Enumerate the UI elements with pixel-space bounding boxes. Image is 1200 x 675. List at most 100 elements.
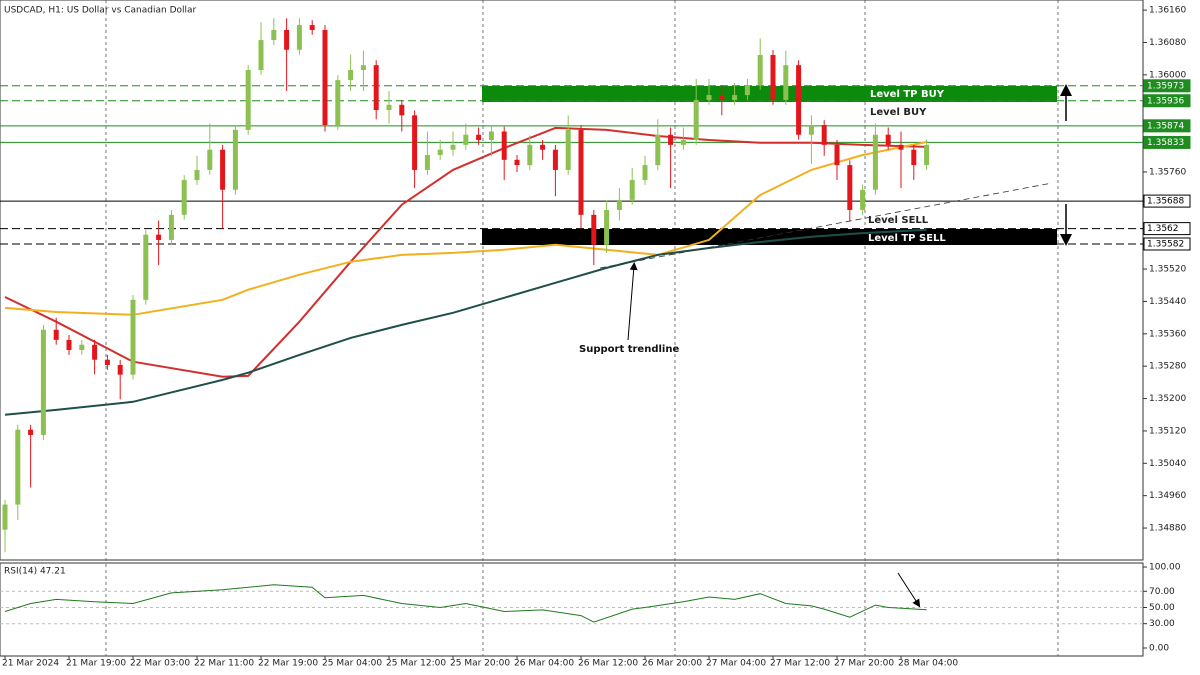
tp-buy-band [482, 86, 1057, 102]
candle-body [834, 144, 840, 166]
annotation: Level SELL [868, 215, 929, 226]
arrow [627, 262, 638, 341]
x-tick-label: 27 Mar 20:00 [834, 659, 894, 669]
x-tick-label: 26 Mar 12:00 [578, 659, 638, 669]
candle-body [104, 359, 110, 365]
candle-body [872, 134, 878, 190]
candle-body [616, 199, 622, 210]
level-box [1143, 222, 1191, 236]
candle-body [450, 144, 456, 150]
y-tick-label: 0.00 [1149, 644, 1169, 654]
indicators [4, 126, 927, 416]
annotation: Support trendline [579, 344, 679, 355]
candle-body [296, 25, 302, 50]
candle-body [680, 140, 686, 145]
candle-body [898, 144, 904, 150]
candle-body [309, 25, 315, 30]
y-tick-label: 1.36160 [1149, 6, 1186, 16]
candle-body [540, 144, 546, 150]
annotation: Level TP SELL [868, 233, 946, 244]
separators [105, 0, 1059, 656]
candle-body [911, 149, 917, 166]
candle-body [66, 339, 72, 350]
candle-body [437, 149, 443, 155]
x-tick-label: 22 Mar 03:00 [130, 659, 190, 669]
candles [2, 18, 930, 553]
candle-body [348, 70, 354, 81]
candle-body [744, 84, 750, 96]
x-tick-label: 27 Mar 04:00 [706, 659, 766, 669]
candle-body [271, 29, 277, 41]
candle-body [181, 180, 187, 215]
x-tick-label: 22 Mar 19:00 [258, 659, 318, 669]
y-tick-label: 1.36000 [1149, 70, 1186, 80]
candle-body [732, 95, 738, 100]
x-tick-label: 28 Mar 04:00 [898, 659, 958, 669]
price-panel [0, 0, 1144, 561]
y-tick-label: 1.35520 [1149, 265, 1186, 275]
annotation: Level BUY [870, 107, 927, 118]
candle-body [796, 65, 802, 135]
y-tick-label: 1.34960 [1149, 491, 1186, 501]
candle-body [412, 115, 418, 170]
candle-body [578, 129, 584, 215]
candle-body [565, 129, 571, 170]
x-tick-label: 21 Mar 2024 [2, 659, 59, 669]
level-label: 1.35936 [1147, 96, 1184, 106]
candle-body [476, 134, 482, 140]
tp-sell-band [482, 229, 1057, 245]
candle-body [770, 55, 776, 100]
candle-body [501, 131, 507, 160]
y-tick-label: 1.34880 [1149, 524, 1186, 534]
candle-body [143, 234, 149, 300]
level-box [1143, 94, 1191, 108]
y-tick-label: 1.35760 [1149, 167, 1186, 177]
candle-body [40, 329, 46, 435]
level-label: 1.35688 [1147, 197, 1184, 207]
rsi: 100.00 70.00 50.00 30.00 0.00 [0, 563, 1181, 654]
candle-body [821, 125, 827, 145]
level-box [1143, 135, 1191, 149]
y-tick-label: 1.35040 [1149, 459, 1186, 469]
candle-body [79, 344, 85, 350]
candle-body [117, 364, 123, 375]
candle-body [655, 134, 661, 166]
x-tick-label: 26 Mar 20:00 [642, 659, 702, 669]
x-tick-label: 21 Mar 19:00 [66, 659, 126, 669]
level-box [1143, 119, 1191, 133]
arrow [897, 572, 921, 608]
candle-body [808, 125, 814, 135]
y-tick-label: 30.00 [1149, 619, 1175, 629]
moving-average [4, 126, 927, 378]
candle-body [706, 95, 712, 100]
candle-body [424, 154, 430, 170]
candle-body [591, 214, 597, 245]
level-label: 1.35973 [1147, 81, 1184, 91]
candle-body [53, 329, 59, 340]
x-tick-label: 25 Mar 12:00 [386, 659, 446, 669]
chart-title: USDCAD, H1: US Dollar vs Canadian Dollar [4, 6, 197, 16]
candle-body [757, 55, 763, 85]
candle-body [335, 80, 341, 126]
candle-body [15, 429, 21, 505]
moving-average [4, 228, 927, 416]
candle-body [207, 149, 213, 170]
candle-body [232, 129, 238, 190]
x-tick-label: 27 Mar 12:00 [770, 659, 830, 669]
y-tick-label: 50.00 [1149, 603, 1175, 613]
candle-body [220, 149, 226, 190]
candle-body [92, 344, 98, 360]
candle-body [604, 210, 610, 245]
candle-body [284, 29, 290, 50]
candle-body [360, 65, 366, 70]
y-tick-label: 1.36080 [1149, 38, 1186, 48]
candle-body [130, 299, 136, 375]
candle-body [885, 134, 891, 145]
y-tick-label: 1.35200 [1149, 394, 1186, 404]
candle-body [258, 40, 264, 70]
candle-body [527, 144, 533, 166]
candle-body [28, 429, 34, 435]
candle-body [245, 70, 251, 130]
moving-average [4, 141, 927, 316]
y-tick-label: 1.35440 [1149, 297, 1186, 307]
